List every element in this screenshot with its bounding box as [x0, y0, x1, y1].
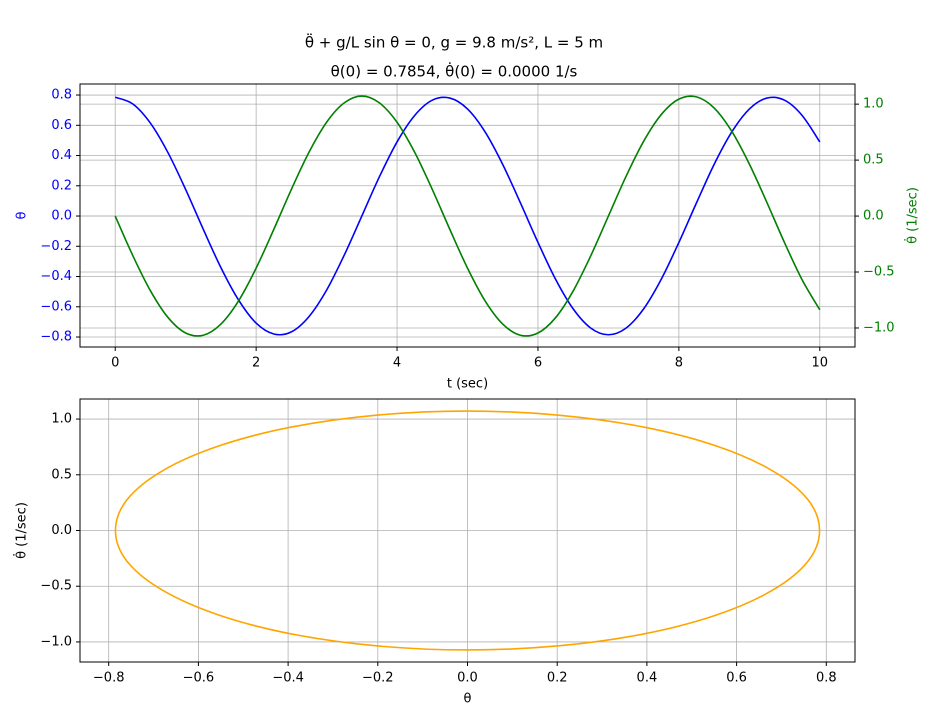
x-tick-label: 0 [111, 356, 119, 371]
x-tick-label: −0.6 [183, 671, 215, 686]
y-tick-label: 0.0 [51, 209, 72, 224]
y2-tick-label: 0.0 [863, 209, 884, 224]
x-tick-label: 0.4 [637, 671, 658, 686]
chart-title: θ̈ + g/L sin θ = 0, g = 9.8 m/s², L = 5 … [305, 32, 603, 52]
y2-tick-label: 1.0 [863, 97, 884, 112]
x-tick-label: 0.6 [726, 671, 747, 686]
grid [80, 399, 855, 662]
x-tick-label: 4 [393, 356, 401, 371]
y-tick-label: −0.5 [40, 579, 72, 594]
plot-frame [79, 83, 856, 348]
x-tick-label: 10 [811, 356, 828, 371]
y2-tick-label: −0.5 [863, 265, 895, 280]
x-tick-label: 0.0 [457, 671, 478, 686]
y-tick-label: 0.5 [51, 467, 72, 482]
y-axis-label: θ [15, 211, 30, 219]
grid [80, 84, 855, 347]
y-tick-label: 1.0 [51, 412, 72, 427]
y-tick-label: −0.6 [40, 299, 72, 314]
x-tick-label: −0.4 [272, 671, 304, 686]
y-tick-label: 0.0 [51, 523, 72, 538]
y2-axis-label: θ̇ (1/sec) [904, 187, 920, 244]
y2-tick-label: −1.0 [863, 320, 895, 335]
series-line [114, 95, 821, 337]
x-axis-label: t (sec) [447, 377, 488, 392]
y-tick-label: 0.6 [51, 118, 72, 133]
chart-subtitle: θ(0) = 0.7854, θ̇(0) = 0.0000 1/s [331, 62, 578, 81]
series-line [114, 96, 821, 336]
y-tick-label: −1.0 [40, 634, 72, 649]
y-tick-label: 0.2 [51, 178, 72, 193]
x-tick-label: 8 [675, 356, 683, 371]
y2-tick-label: 0.5 [863, 153, 884, 168]
x-tick-label: −0.2 [362, 671, 394, 686]
y-tick-label: −0.4 [40, 269, 72, 284]
y-tick-label: −0.2 [40, 239, 72, 254]
x-tick-label: 6 [534, 356, 542, 371]
x-tick-label: −0.8 [93, 671, 125, 686]
y-axis-label: θ̇ (1/sec) [13, 502, 29, 559]
x-tick-label: 0.8 [816, 671, 837, 686]
y-tick-label: −0.8 [40, 330, 72, 345]
x-axis-label: θ [464, 692, 472, 707]
y-tick-label: 0.4 [51, 148, 72, 163]
y-tick-label: 0.8 [51, 88, 72, 103]
series-line [114, 410, 821, 651]
x-tick-label: 0.2 [547, 671, 568, 686]
x-tick-label: 2 [252, 356, 260, 371]
